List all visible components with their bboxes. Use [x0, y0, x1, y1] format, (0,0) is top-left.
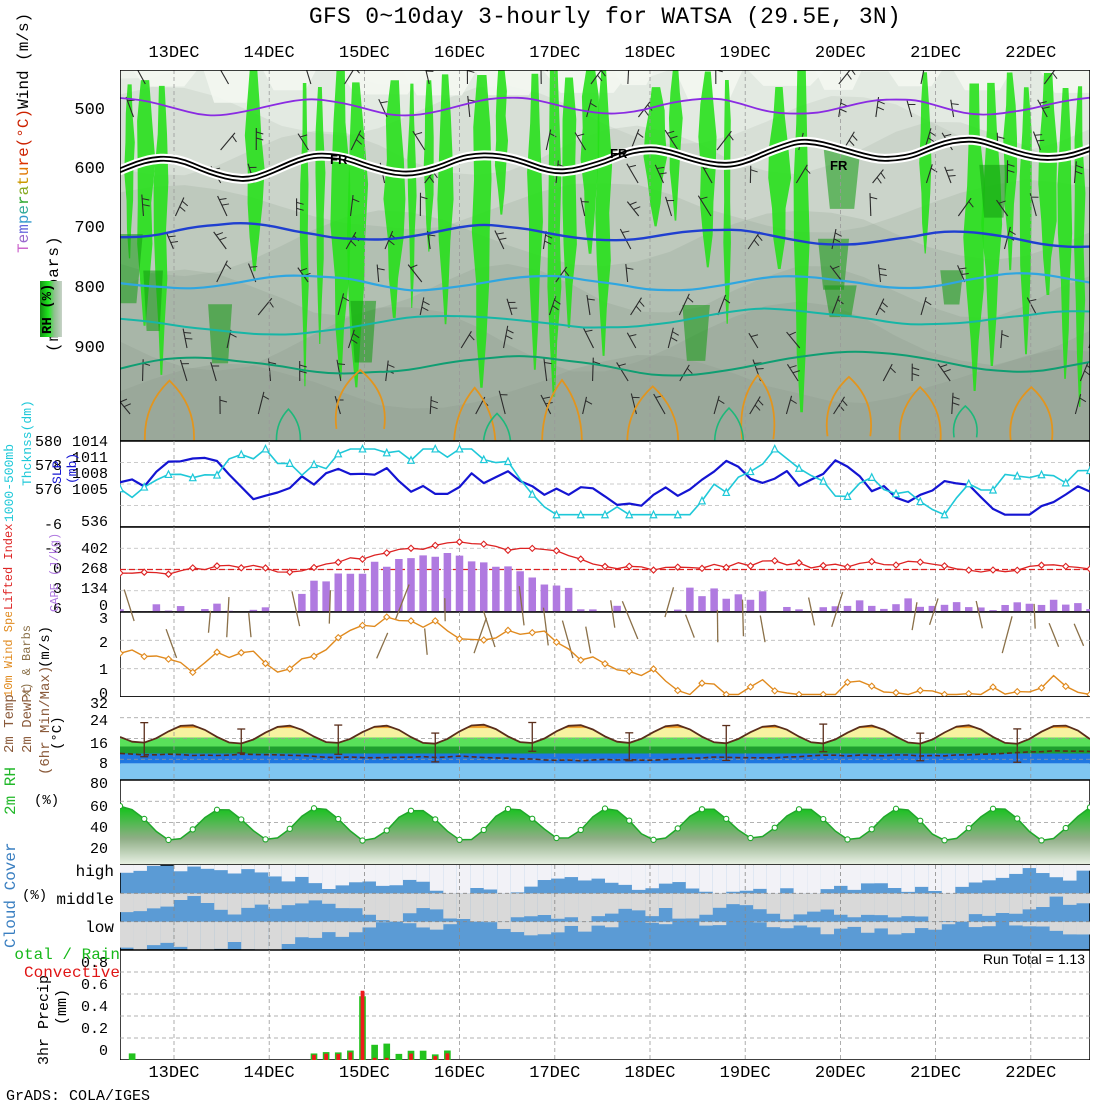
- svg-text:FR: FR: [330, 152, 348, 167]
- svg-text:Run Total = 1.13: Run Total = 1.13: [983, 951, 1085, 967]
- svg-text:FR: FR: [610, 146, 628, 161]
- svg-text:FR: FR: [830, 158, 848, 173]
